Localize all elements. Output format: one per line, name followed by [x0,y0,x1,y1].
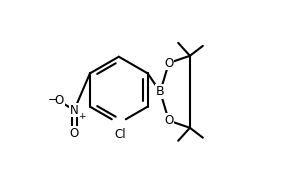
Text: −: − [48,95,57,105]
Text: O: O [55,94,64,107]
Text: O: O [164,57,173,69]
Text: O: O [69,127,79,140]
Text: Cl: Cl [114,129,126,141]
Text: O: O [164,114,173,127]
Text: N: N [70,104,79,117]
Text: +: + [77,112,85,121]
Text: B: B [156,85,164,98]
